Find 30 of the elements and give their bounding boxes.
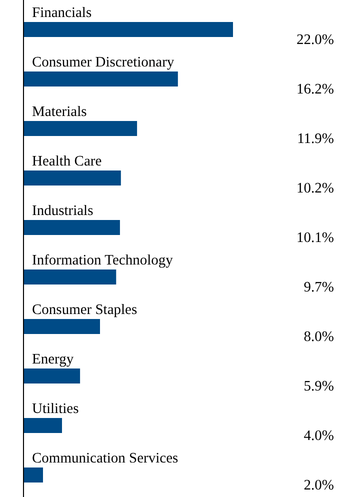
bar: [24, 72, 178, 86]
bar: [24, 170, 121, 186]
bar: [24, 22, 233, 37]
data-label: 4.0%: [304, 428, 334, 444]
data-label: 11.9%: [297, 131, 334, 147]
bar: [24, 121, 138, 136]
data-label: 8.0%: [304, 329, 334, 345]
bar: [24, 468, 43, 482]
y-tick-label: Energy: [32, 352, 74, 368]
data-label: 9.7%: [304, 280, 334, 296]
y-tick-label: Communication Services: [32, 450, 179, 466]
y-tick-label: Utilities: [32, 401, 80, 417]
y-tick-label: Consumer Staples: [32, 302, 138, 318]
data-label: 10.1%: [296, 230, 334, 246]
bar: [24, 368, 80, 384]
y-tick-label: Industrials: [32, 203, 94, 219]
data-label: 10.2%: [296, 180, 334, 196]
bar: [24, 319, 100, 334]
data-label: 22.0%: [296, 32, 334, 48]
data-label: 5.9%: [304, 378, 334, 394]
y-tick-label: Health Care: [32, 154, 102, 170]
data-label: 16.2%: [296, 82, 334, 98]
bar: [24, 220, 120, 235]
bar: [24, 270, 116, 284]
y-tick-label: Materials: [32, 104, 88, 120]
bar: [24, 418, 62, 433]
data-label: 2.0%: [304, 478, 334, 494]
y-tick-label: Information Technology: [32, 252, 174, 268]
y-tick-label: Consumer Discretionary: [32, 54, 175, 70]
y-tick-label: Financials: [32, 5, 92, 21]
